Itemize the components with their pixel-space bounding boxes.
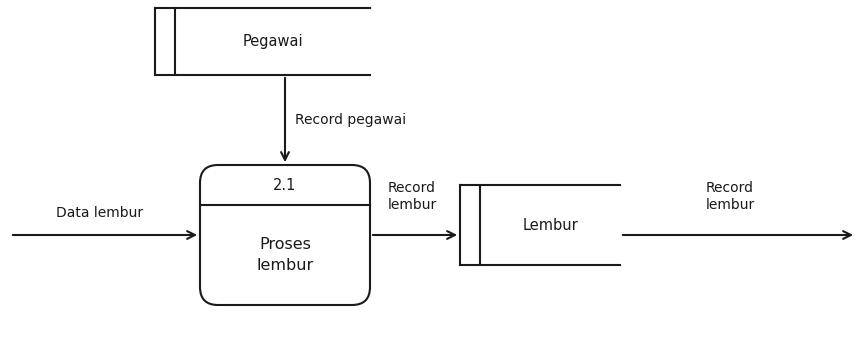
Text: Record
lembur: Record lembur: [387, 181, 436, 212]
Text: Lembur: Lembur: [522, 218, 578, 233]
Text: Proses
lembur: Proses lembur: [256, 237, 313, 273]
Text: 2.1: 2.1: [274, 177, 297, 192]
Text: Data lembur: Data lembur: [56, 206, 144, 220]
FancyBboxPatch shape: [200, 165, 370, 305]
Text: Record
lembur: Record lembur: [706, 181, 754, 212]
Text: Pegawai: Pegawai: [242, 34, 303, 49]
Text: Record pegawai: Record pegawai: [295, 113, 406, 127]
